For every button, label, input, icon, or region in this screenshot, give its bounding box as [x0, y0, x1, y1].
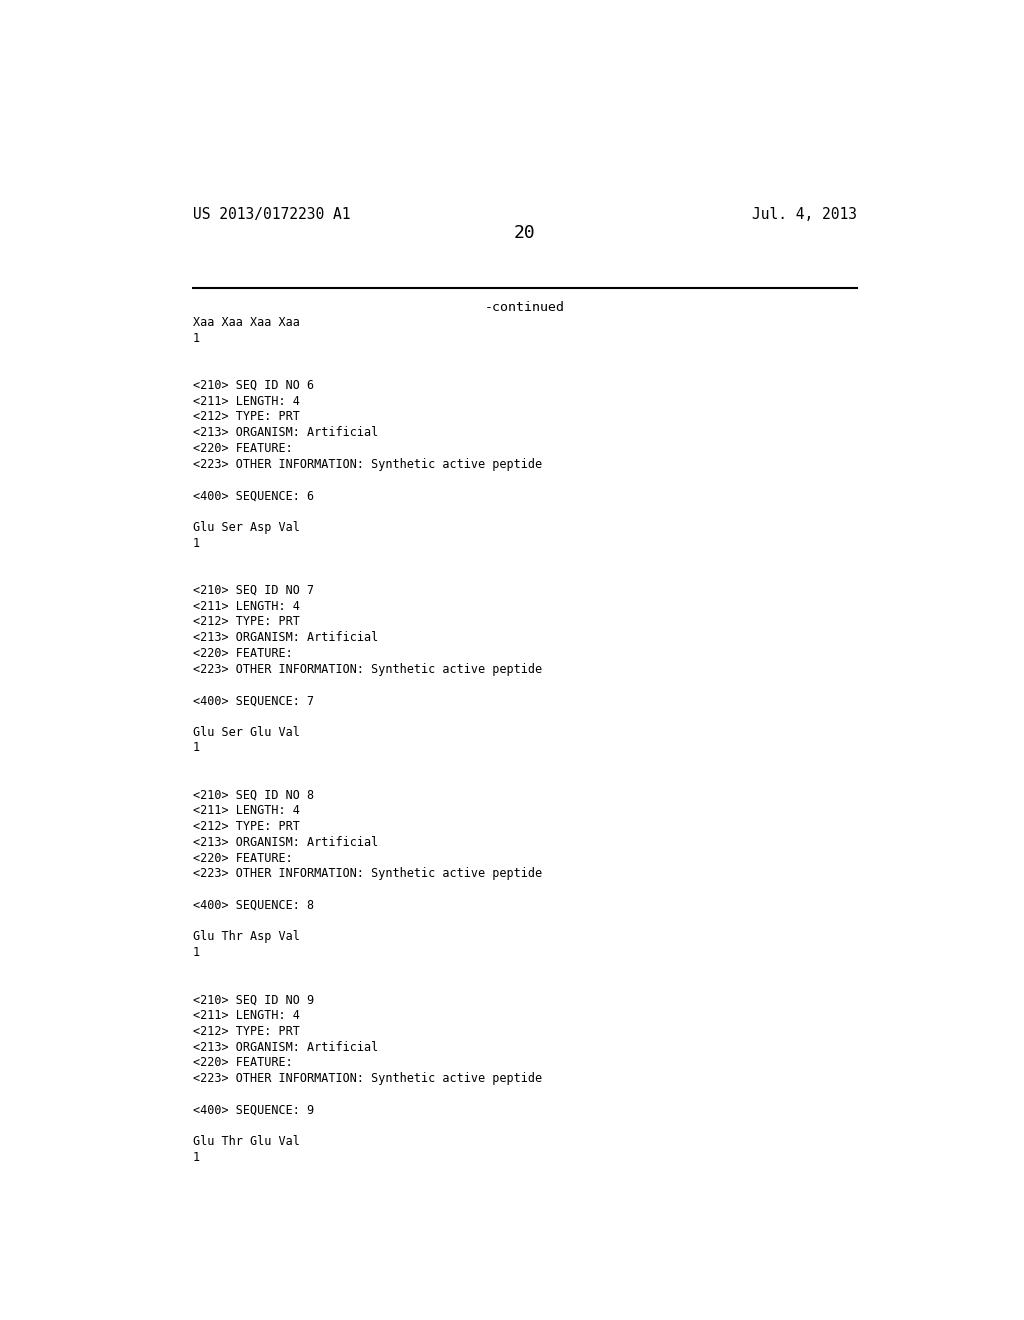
- Text: <220> FEATURE:: <220> FEATURE:: [194, 647, 293, 660]
- Text: <223> OTHER INFORMATION: Synthetic active peptide: <223> OTHER INFORMATION: Synthetic activ…: [194, 1072, 542, 1085]
- Text: <213> ORGANISM: Artificial: <213> ORGANISM: Artificial: [194, 631, 378, 644]
- Text: US 2013/0172230 A1: US 2013/0172230 A1: [194, 207, 350, 222]
- Text: <223> OTHER INFORMATION: Synthetic active peptide: <223> OTHER INFORMATION: Synthetic activ…: [194, 458, 542, 471]
- Text: <210> SEQ ID NO 7: <210> SEQ ID NO 7: [194, 583, 314, 597]
- Text: <220> FEATURE:: <220> FEATURE:: [194, 1056, 293, 1069]
- Text: <211> LENGTH: 4: <211> LENGTH: 4: [194, 804, 300, 817]
- Text: <211> LENGTH: 4: <211> LENGTH: 4: [194, 395, 300, 408]
- Text: <223> OTHER INFORMATION: Synthetic active peptide: <223> OTHER INFORMATION: Synthetic activ…: [194, 867, 542, 880]
- Text: 1: 1: [194, 1151, 201, 1164]
- Text: <213> ORGANISM: Artificial: <213> ORGANISM: Artificial: [194, 836, 378, 849]
- Text: Jul. 4, 2013: Jul. 4, 2013: [752, 207, 856, 222]
- Text: 1: 1: [194, 331, 201, 345]
- Text: <212> TYPE: PRT: <212> TYPE: PRT: [194, 411, 300, 424]
- Text: <211> LENGTH: 4: <211> LENGTH: 4: [194, 599, 300, 612]
- Text: <210> SEQ ID NO 8: <210> SEQ ID NO 8: [194, 788, 314, 801]
- Text: 20: 20: [514, 224, 536, 243]
- Text: Glu Thr Asp Val: Glu Thr Asp Val: [194, 931, 300, 944]
- Text: <212> TYPE: PRT: <212> TYPE: PRT: [194, 615, 300, 628]
- Text: <400> SEQUENCE: 9: <400> SEQUENCE: 9: [194, 1104, 314, 1117]
- Text: <400> SEQUENCE: 7: <400> SEQUENCE: 7: [194, 694, 314, 708]
- Text: 1: 1: [194, 536, 201, 549]
- Text: <223> OTHER INFORMATION: Synthetic active peptide: <223> OTHER INFORMATION: Synthetic activ…: [194, 663, 542, 676]
- Text: Glu Ser Glu Val: Glu Ser Glu Val: [194, 726, 300, 739]
- Text: 1: 1: [194, 742, 201, 754]
- Text: Glu Ser Asp Val: Glu Ser Asp Val: [194, 521, 300, 533]
- Text: Glu Thr Glu Val: Glu Thr Glu Val: [194, 1135, 300, 1148]
- Text: 1: 1: [194, 946, 201, 960]
- Text: <211> LENGTH: 4: <211> LENGTH: 4: [194, 1008, 300, 1022]
- Text: -continued: -continued: [484, 301, 565, 314]
- Text: <213> ORGANISM: Artificial: <213> ORGANISM: Artificial: [194, 1040, 378, 1053]
- Text: <400> SEQUENCE: 8: <400> SEQUENCE: 8: [194, 899, 314, 912]
- Text: Xaa Xaa Xaa Xaa: Xaa Xaa Xaa Xaa: [194, 315, 300, 329]
- Text: <212> TYPE: PRT: <212> TYPE: PRT: [194, 820, 300, 833]
- Text: <400> SEQUENCE: 6: <400> SEQUENCE: 6: [194, 490, 314, 502]
- Text: <220> FEATURE:: <220> FEATURE:: [194, 442, 293, 455]
- Text: <210> SEQ ID NO 6: <210> SEQ ID NO 6: [194, 379, 314, 392]
- Text: <212> TYPE: PRT: <212> TYPE: PRT: [194, 1024, 300, 1038]
- Text: <213> ORGANISM: Artificial: <213> ORGANISM: Artificial: [194, 426, 378, 440]
- Text: <220> FEATURE:: <220> FEATURE:: [194, 851, 293, 865]
- Text: <210> SEQ ID NO 9: <210> SEQ ID NO 9: [194, 994, 314, 1006]
